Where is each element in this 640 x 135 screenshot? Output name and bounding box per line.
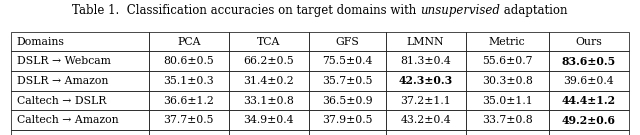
Text: unsupervised: unsupervised (420, 4, 500, 17)
Text: adaptation: adaptation (500, 4, 568, 17)
Text: Table 1.  Classification accuracies on target domains with: Table 1. Classification accuracies on ta… (72, 4, 420, 17)
